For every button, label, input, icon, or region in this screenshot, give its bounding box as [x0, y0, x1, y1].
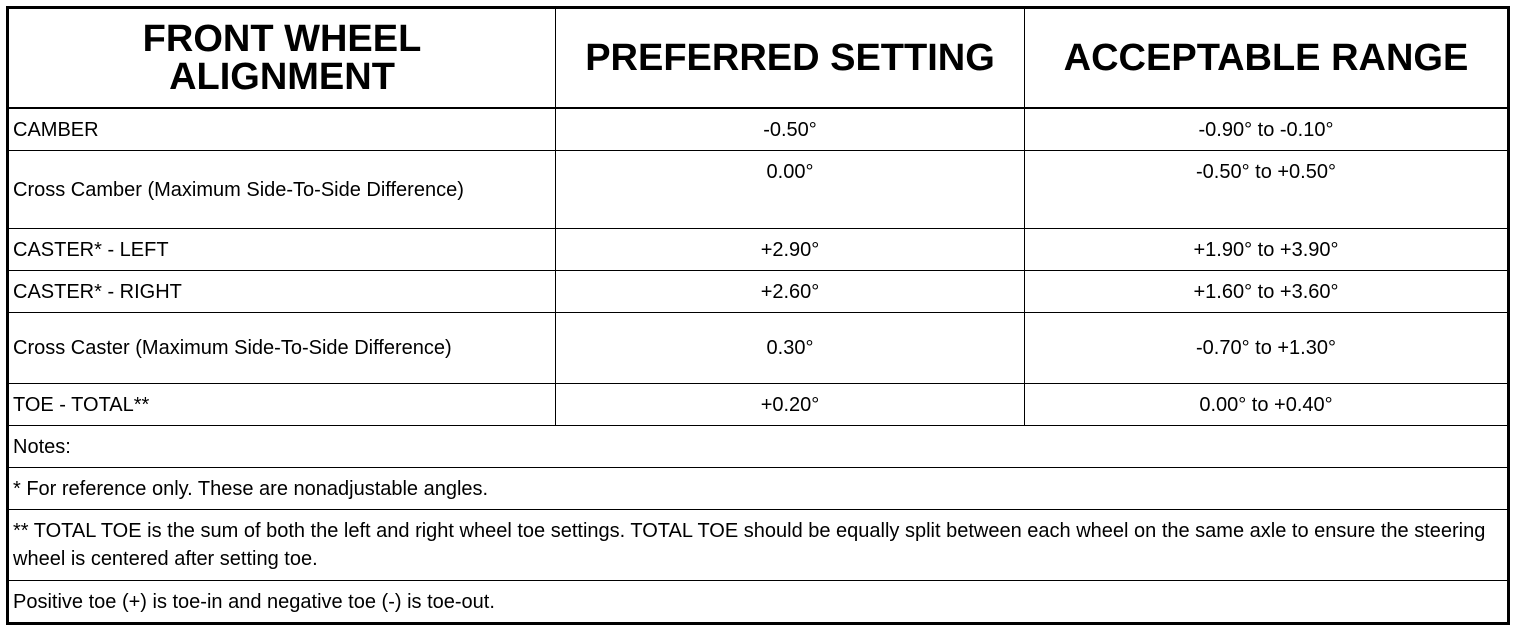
range-value: -0.50° to +0.50° [1024, 150, 1509, 229]
header-front-wheel-alignment: FRONT WHEEL ALIGNMENT [7, 7, 556, 109]
header-row: FRONT WHEEL ALIGNMENT PREFERRED SETTING … [7, 7, 1509, 109]
table-row: Cross Camber (Maximum Side-To-Side Diffe… [7, 150, 1509, 229]
preferred-value: 0.30° [555, 312, 1025, 384]
notes-row: ** TOTAL TOE is the sum of both the left… [7, 509, 1509, 581]
preferred-value: 0.00° [555, 150, 1025, 229]
row-label: Cross Caster (Maximum Side-To-Side Diffe… [7, 312, 556, 384]
table-row: TOE - TOTAL** +0.20° 0.00° to +0.40° [7, 383, 1509, 426]
notes-row: Positive toe (+) is toe-in and negative … [7, 580, 1509, 624]
range-value: 0.00° to +0.40° [1024, 383, 1509, 426]
row-label: Cross Camber (Maximum Side-To-Side Diffe… [7, 150, 556, 229]
notes-heading: Notes: [7, 425, 1509, 468]
alignment-table: FRONT WHEEL ALIGNMENT PREFERRED SETTING … [6, 6, 1510, 625]
notes-row: Notes: [7, 425, 1509, 468]
table-row: CAMBER -0.50° -0.90° to -0.10° [7, 107, 1509, 151]
header-acceptable-range: ACCEPTABLE RANGE [1024, 7, 1509, 109]
range-value: -0.90° to -0.10° [1024, 107, 1509, 151]
range-value: -0.70° to +1.30° [1024, 312, 1509, 384]
table-row: Cross Caster (Maximum Side-To-Side Diffe… [7, 312, 1509, 384]
preferred-value: -0.50° [555, 107, 1025, 151]
table-row: CASTER* - RIGHT +2.60° +1.60° to +3.60° [7, 270, 1509, 313]
range-value: +1.90° to +3.90° [1024, 228, 1509, 271]
note-total-toe: ** TOTAL TOE is the sum of both the left… [7, 509, 1509, 581]
note-toe-sign: Positive toe (+) is toe-in and negative … [7, 580, 1509, 624]
row-label: CASTER* - LEFT [7, 228, 556, 271]
range-value: +1.60° to +3.60° [1024, 270, 1509, 313]
table-row: CASTER* - LEFT +2.90° +1.90° to +3.90° [7, 228, 1509, 271]
note-reference-only: * For reference only. These are nonadjus… [7, 467, 1509, 510]
header-preferred-setting: PREFERRED SETTING [555, 7, 1025, 109]
notes-row: * For reference only. These are nonadjus… [7, 467, 1509, 510]
row-label: CASTER* - RIGHT [7, 270, 556, 313]
preferred-value: +2.90° [555, 228, 1025, 271]
preferred-value: +0.20° [555, 383, 1025, 426]
preferred-value: +2.60° [555, 270, 1025, 313]
row-label: TOE - TOTAL** [7, 383, 556, 426]
row-label: CAMBER [7, 107, 556, 151]
